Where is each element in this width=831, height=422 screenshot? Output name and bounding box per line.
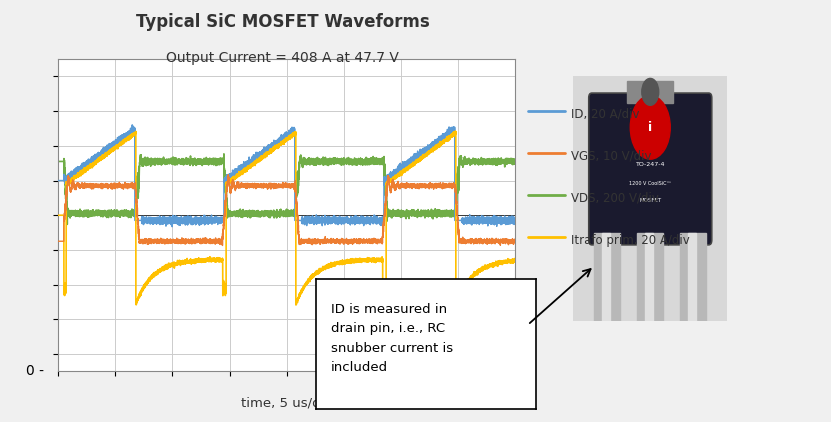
Bar	[602, 233, 609, 321]
Circle shape	[630, 95, 671, 159]
Bar	[681, 233, 706, 321]
FancyBboxPatch shape	[588, 93, 711, 245]
Circle shape	[642, 78, 659, 106]
Text: time, 5 us/div: time, 5 us/div	[241, 396, 332, 409]
Bar	[637, 233, 663, 321]
Text: Itrafo prim, 20 A/div: Itrafo prim, 20 A/div	[571, 234, 690, 247]
Text: VDS, 200 V/div: VDS, 200 V/div	[571, 192, 659, 205]
Text: 1200 V CoolSiC™: 1200 V CoolSiC™	[629, 181, 671, 186]
Text: i: i	[648, 121, 652, 134]
Bar	[688, 233, 696, 321]
Text: VGS, 10 V/div: VGS, 10 V/div	[571, 150, 652, 162]
Text: Output Current = 408 A at 47.7 V: Output Current = 408 A at 47.7 V	[166, 51, 399, 65]
Text: Typical SiC MOSFET Waveforms: Typical SiC MOSFET Waveforms	[135, 13, 430, 31]
Bar	[594, 233, 620, 321]
Bar	[627, 81, 673, 103]
Bar	[645, 233, 652, 321]
Text: 0 -: 0 -	[27, 364, 45, 379]
Text: ID is measured in
drain pin, i.e., RC
snubber current is
included: ID is measured in drain pin, i.e., RC sn…	[332, 303, 454, 374]
Text: MOSFET: MOSFET	[639, 198, 661, 203]
Text: ID, 20 A/div: ID, 20 A/div	[571, 108, 639, 120]
Text: TO-247-4: TO-247-4	[636, 162, 665, 167]
